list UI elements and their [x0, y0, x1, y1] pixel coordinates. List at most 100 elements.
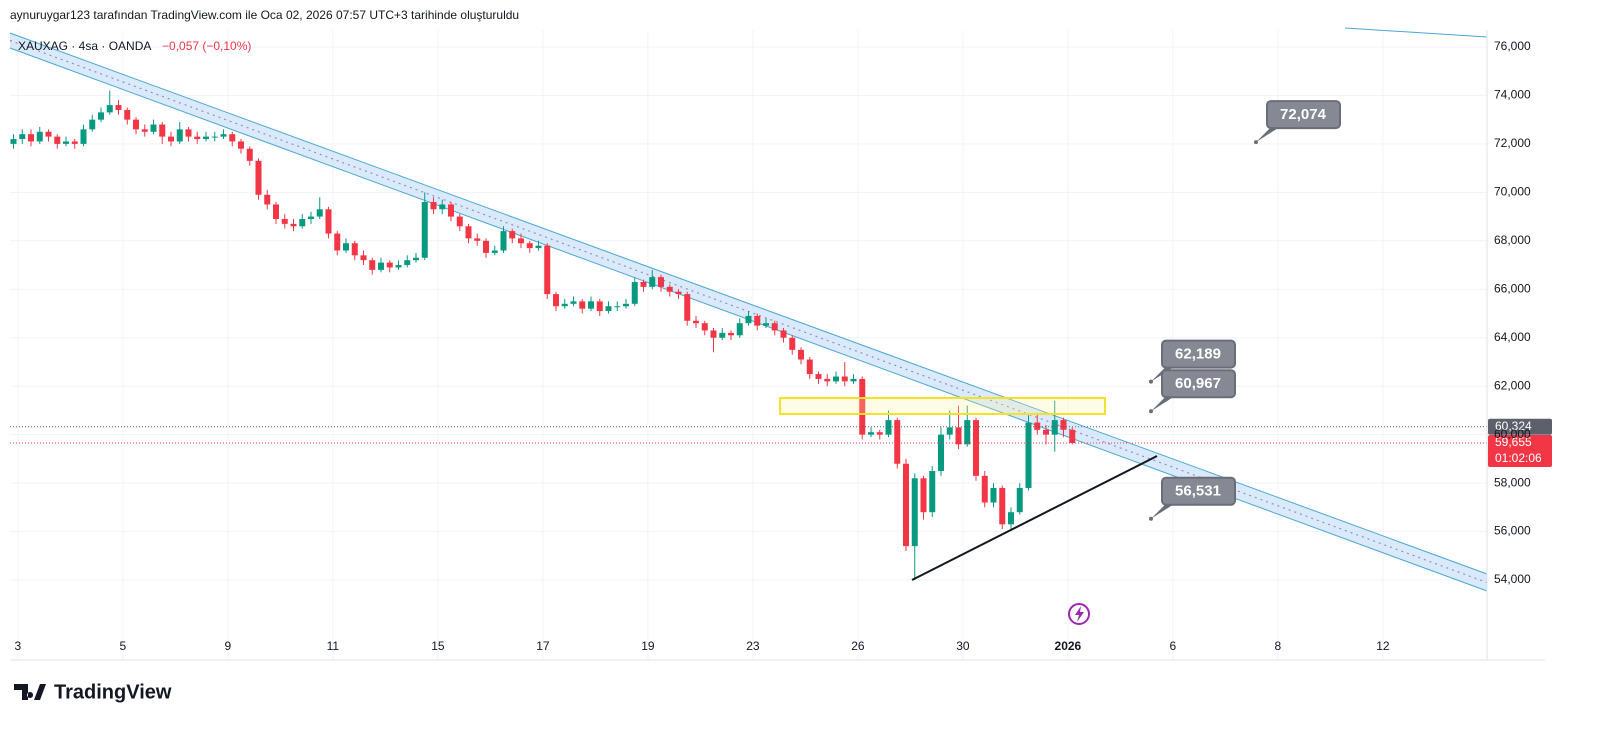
x-tick-label: 19 — [641, 639, 655, 653]
price-callout: 56,531 — [1149, 476, 1236, 521]
callout-label: 56,531 — [1175, 483, 1221, 500]
candle-body — [815, 374, 822, 379]
candle-body — [159, 124, 166, 137]
candle-body — [946, 427, 953, 435]
candle-body — [176, 129, 183, 142]
candle-body — [115, 105, 122, 110]
candle-body — [1008, 512, 1014, 525]
candle-body — [666, 286, 673, 292]
candle-body — [36, 131, 43, 142]
candle-body — [465, 226, 472, 239]
callout-label: 72,074 — [1280, 106, 1327, 123]
candle-body — [343, 243, 349, 251]
candle-body — [868, 432, 874, 435]
candle-body — [745, 315, 752, 324]
x-tick-label: 2026 — [1055, 639, 1082, 653]
candle-body — [10, 139, 17, 144]
symbol-info: XAUXAG · 4sa · OANDA −0,057 (−0,10%) — [18, 39, 251, 53]
candle-body — [561, 303, 568, 307]
callout-box — [1161, 476, 1236, 506]
candle-body — [63, 141, 69, 144]
candle-body — [281, 219, 288, 224]
candle-body — [526, 243, 533, 249]
candle-body — [150, 124, 157, 132]
candle-body — [194, 136, 201, 140]
candle-body — [789, 337, 796, 350]
candle-body — [911, 478, 918, 547]
callout-label: 60,967 — [1175, 375, 1221, 392]
candle-body — [876, 432, 883, 435]
callout-pointer — [1151, 397, 1173, 412]
candle-body — [483, 240, 489, 253]
candle-body — [605, 306, 612, 312]
candle-body — [98, 112, 104, 120]
candle-body — [203, 136, 209, 140]
candle-body — [404, 260, 411, 266]
candle-body — [675, 291, 682, 295]
y-tick-label: 56,000 — [1494, 524, 1531, 538]
candle-body — [45, 131, 52, 137]
callout-label: 62,189 — [1175, 346, 1221, 363]
y-tick-label: 72,000 — [1494, 136, 1531, 150]
y-tick-label: 62,000 — [1494, 378, 1531, 392]
candle-body — [570, 301, 577, 304]
candle-body — [623, 303, 629, 307]
countdown: 01:02:06 — [1495, 451, 1542, 465]
candle-body — [771, 323, 778, 331]
candle-body — [299, 219, 306, 227]
candle-body — [990, 487, 997, 503]
candle-body — [658, 277, 664, 287]
overlay: 60,324 59,655 01:02:06 72,074 62,189 60,967 56… — [10, 100, 1552, 521]
candle-body — [728, 332, 734, 336]
header-caption: aynuruygar123 tarafından TradingView.com… — [10, 8, 519, 22]
y-tick-label: 66,000 — [1494, 281, 1531, 295]
candle-body — [168, 136, 174, 142]
candle-body — [780, 330, 787, 338]
callout-pointer — [1151, 504, 1173, 519]
candle-body — [798, 349, 804, 360]
candle-body — [395, 265, 402, 268]
logo: TradingView — [14, 681, 172, 703]
candle-body — [71, 141, 78, 144]
candle-body — [474, 238, 481, 241]
callout-anchor — [1149, 409, 1153, 414]
candle-body — [54, 136, 61, 144]
candle-body — [719, 332, 726, 338]
x-tick-label: 6 — [1170, 639, 1177, 653]
x-tick-label: 3 — [15, 639, 22, 653]
candle-body — [1060, 420, 1067, 430]
y-tick-label: 58,000 — [1494, 475, 1531, 489]
candle-body — [500, 231, 507, 251]
candle-body — [456, 216, 463, 227]
candle-body — [955, 427, 962, 445]
candle-body — [1016, 487, 1023, 513]
candle-body — [89, 119, 96, 130]
candle-body — [929, 471, 936, 513]
callout-box — [1161, 339, 1236, 369]
candle-body — [1043, 429, 1049, 435]
candle-body — [684, 294, 691, 321]
price-label-bg — [1488, 435, 1552, 468]
candle-body — [413, 257, 419, 261]
candle-body — [736, 323, 743, 336]
candle-body — [553, 294, 559, 307]
x-tick-label: 5 — [120, 639, 127, 653]
y-tick-label: 74,000 — [1494, 88, 1531, 102]
candle-body — [238, 141, 244, 149]
candle-body — [1025, 422, 1032, 488]
candle-body — [710, 330, 717, 338]
candle-body — [439, 204, 446, 210]
y-tick-label: 68,000 — [1494, 233, 1531, 247]
candle-body — [255, 160, 262, 195]
candle-body — [334, 233, 341, 251]
trend-line — [911, 455, 1158, 581]
candle-body — [518, 238, 524, 244]
candle-body — [981, 475, 988, 503]
y-tick-label: 70,000 — [1494, 185, 1531, 199]
candle-body — [588, 301, 594, 309]
change: −0,057 (−0,10%) — [162, 39, 251, 53]
price-callout: 72,074 — [1254, 100, 1341, 145]
candle-body — [894, 420, 901, 464]
candle-body — [631, 282, 638, 304]
